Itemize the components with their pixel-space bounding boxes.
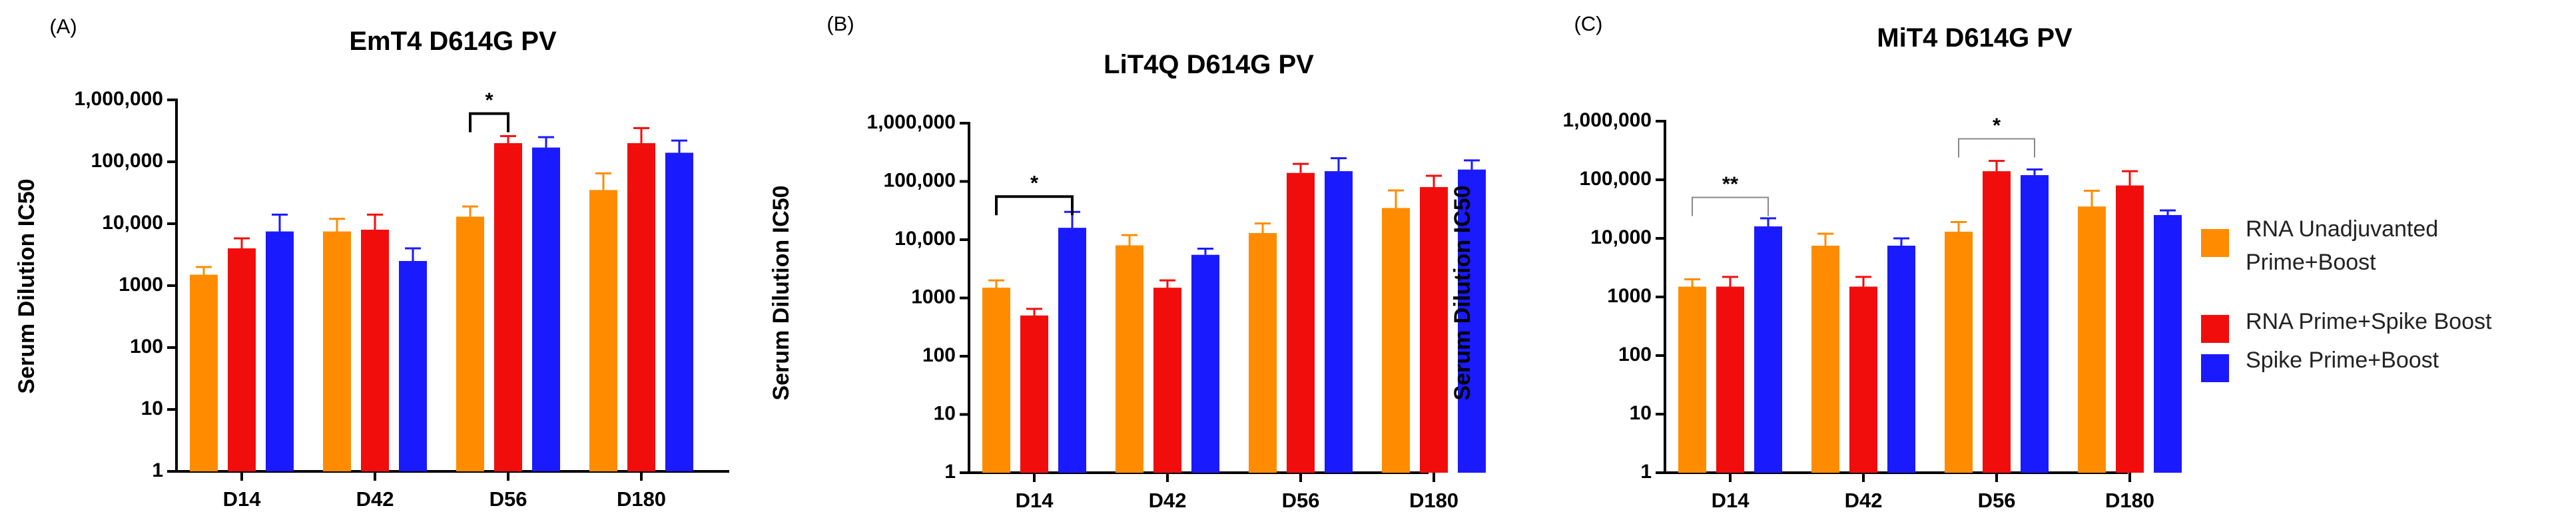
y-tick-label: 10,000 bbox=[102, 212, 163, 234]
x-tick-label: D56 bbox=[1978, 489, 2016, 512]
bar-rna-prime-spike-boost-d14 bbox=[1716, 286, 1744, 473]
bar-spike-prime-boost-d14 bbox=[1058, 228, 1086, 473]
x-tick-label: D56 bbox=[489, 487, 527, 511]
y-tick-label: 1 bbox=[944, 461, 956, 483]
bar-spike-prime-boost-d56 bbox=[532, 147, 560, 472]
x-tick-label: D180 bbox=[1409, 489, 1458, 512]
bar-spike-prime-boost-d180 bbox=[665, 152, 693, 471]
chart-panel-3: (C) MiT4 D614G PV Serum Dilution IC50 1 10 10… bbox=[1450, 12, 2182, 512]
legend-swatch bbox=[2201, 229, 2229, 257]
x-tick-label: D56 bbox=[1282, 489, 1320, 512]
bar-rna-unadjuvanted-prime-boost-d42 bbox=[1116, 245, 1143, 473]
bar-rna-unadjuvanted-prime-boost-d180 bbox=[1382, 208, 1410, 473]
bar-rna-prime-spike-boost-d180 bbox=[1420, 186, 1448, 473]
x-tick-label: D42 bbox=[1149, 489, 1187, 512]
chart-title: LiT4Q D614G PV bbox=[1104, 50, 1314, 79]
significance-bracket bbox=[995, 195, 1074, 216]
x-tick-label: D14 bbox=[1016, 489, 1054, 512]
bar-rna-unadjuvanted-prime-boost-d14 bbox=[1678, 286, 1706, 473]
bar-spike-prime-boost-d42 bbox=[399, 260, 427, 471]
x-tick-label: D180 bbox=[2105, 489, 2154, 512]
chart-panel-2: (B) LiT4Q D614G PV Serum Dilution IC50 1 10 1… bbox=[769, 12, 1486, 512]
x-tick-label: D14 bbox=[1712, 489, 1750, 512]
significance-bracket bbox=[1958, 138, 2035, 158]
bar-rna-prime-spike-boost-d180 bbox=[627, 143, 655, 471]
y-tick-label: 10 bbox=[1630, 402, 1652, 424]
y-tick-label: 100,000 bbox=[1580, 168, 1652, 190]
legend-swatch bbox=[2201, 354, 2229, 382]
bar-spike-prime-boost-d42 bbox=[1191, 254, 1219, 473]
chart-panel-1: (A) EmT4 D614G PV Serum Dilution IC50 1 10 10… bbox=[14, 15, 729, 511]
significance-bracket bbox=[469, 112, 509, 132]
panel-label: (A) bbox=[49, 15, 77, 38]
bar-spike-prime-boost-d180 bbox=[2154, 214, 2182, 473]
y-tick-label: 100,000 bbox=[884, 169, 956, 191]
panel-label: (C) bbox=[1574, 12, 1602, 35]
chart-title: MiT4 D614G PV bbox=[1877, 23, 2073, 53]
bar-rna-unadjuvanted-prime-boost-d180 bbox=[2078, 206, 2106, 473]
legend-swatch bbox=[2201, 315, 2229, 343]
bar-spike-prime-boost-d14 bbox=[1754, 226, 1782, 473]
y-tick-label: 100 bbox=[922, 344, 956, 366]
bar-rna-unadjuvanted-prime-boost-d42 bbox=[1811, 245, 1839, 473]
legend-label: RNA Unadjuvanted bbox=[2246, 216, 2438, 242]
x-tick-label: D42 bbox=[356, 487, 394, 511]
bar-rna-prime-spike-boost-d56 bbox=[494, 143, 522, 471]
bar-spike-prime-boost-d14 bbox=[266, 231, 294, 471]
bar-rna-unadjuvanted-prime-boost-d14 bbox=[982, 288, 1010, 473]
significance-label: * bbox=[1030, 171, 1039, 194]
y-tick-label: 1000 bbox=[119, 274, 163, 296]
bar-rna-unadjuvanted-prime-boost-d14 bbox=[190, 274, 218, 471]
y-tick-label: 10 bbox=[141, 397, 163, 419]
bar-spike-prime-boost-d56 bbox=[2021, 175, 2049, 473]
y-axis-label: Serum Dilution IC50 bbox=[1450, 185, 1475, 400]
bar-rna-prime-spike-boost-d14 bbox=[228, 248, 256, 471]
bar-spike-prime-boost-d180 bbox=[1458, 169, 1486, 473]
bar-spike-prime-boost-d56 bbox=[1325, 171, 1353, 473]
bar-rna-prime-spike-boost-d42 bbox=[361, 230, 389, 471]
y-tick-label: 10,000 bbox=[1590, 226, 1652, 248]
y-tick-label: 100,000 bbox=[91, 150, 163, 172]
y-tick-label: 1 bbox=[1640, 461, 1652, 483]
bar-rna-unadjuvanted-prime-boost-d56 bbox=[1945, 231, 1973, 473]
significance-label: ** bbox=[1722, 172, 1739, 195]
x-tick-label: D14 bbox=[223, 487, 262, 511]
bar-rna-prime-spike-boost-d56 bbox=[1983, 171, 2011, 473]
significance-label: * bbox=[485, 89, 493, 112]
panel-label: (B) bbox=[826, 12, 854, 35]
y-axis-label: Serum Dilution IC50 bbox=[14, 178, 39, 393]
y-tick-label: 1,000,000 bbox=[1563, 109, 1652, 131]
x-tick-label: D42 bbox=[1845, 489, 1883, 512]
y-tick-label: 1 bbox=[152, 459, 163, 481]
y-tick-label: 10 bbox=[934, 402, 956, 424]
bar-rna-prime-spike-boost-d42 bbox=[1849, 286, 1877, 473]
legend-label: Prime+Boost bbox=[2246, 250, 2376, 275]
y-axis-label: Serum Dilution IC50 bbox=[769, 185, 794, 400]
legend-label: RNA Prime+Spike Boost bbox=[2246, 309, 2492, 334]
bar-rna-prime-spike-boost-d42 bbox=[1153, 288, 1181, 473]
y-tick-label: 1000 bbox=[911, 286, 956, 308]
y-tick-label: 10,000 bbox=[894, 228, 956, 250]
bar-rna-unadjuvanted-prime-boost-d56 bbox=[1249, 233, 1277, 473]
y-tick-label: 1000 bbox=[1607, 285, 1652, 307]
x-tick-label: D180 bbox=[617, 487, 666, 511]
bar-spike-prime-boost-d42 bbox=[1887, 245, 1915, 473]
y-tick-label: 100 bbox=[1618, 344, 1652, 366]
bar-rna-unadjuvanted-prime-boost-d42 bbox=[323, 231, 351, 471]
chart-title: EmT4 D614G PV bbox=[349, 27, 557, 56]
significance-label: * bbox=[1993, 113, 2001, 136]
bar-rna-unadjuvanted-prime-boost-d56 bbox=[456, 216, 484, 471]
legend: RNA Unadjuvanted Prime+Boost RNA Prime+Spi… bbox=[2201, 216, 2492, 382]
bar-rna-unadjuvanted-prime-boost-d180 bbox=[589, 190, 617, 471]
y-tick-label: 100 bbox=[130, 336, 163, 358]
bar-rna-prime-spike-boost-d180 bbox=[2116, 185, 2144, 473]
y-tick-label: 1,000,000 bbox=[867, 111, 956, 133]
bar-rna-prime-spike-boost-d14 bbox=[1020, 315, 1048, 473]
significance-bracket bbox=[1692, 196, 1769, 216]
y-tick-label: 1,000,000 bbox=[75, 88, 163, 110]
legend-label: Spike Prime+Boost bbox=[2246, 348, 2439, 373]
bar-rna-prime-spike-boost-d56 bbox=[1287, 172, 1315, 473]
